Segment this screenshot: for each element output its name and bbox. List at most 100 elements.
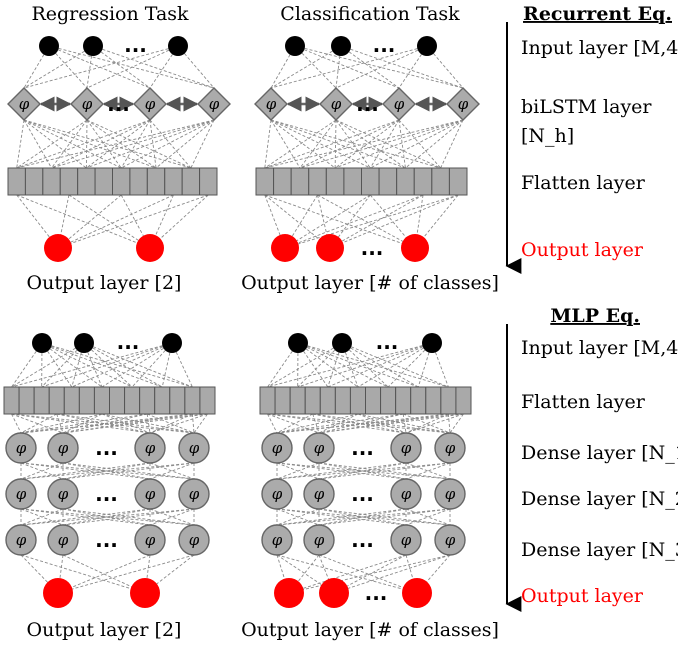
- connection-line: [83, 342, 193, 388]
- connection-line: [270, 119, 441, 169]
- phi-label: φ: [58, 485, 69, 503]
- flatten-cell: [139, 386, 156, 415]
- dense-unit: [434, 432, 466, 464]
- flatten-cell: [181, 167, 201, 196]
- connection-line: [297, 342, 433, 388]
- connection-line: [149, 119, 192, 169]
- connection-line: [267, 342, 343, 388]
- phi-label: φ: [331, 95, 342, 113]
- connection-line: [101, 413, 195, 434]
- connection-line: [23, 119, 52, 169]
- flatten-cell: [334, 386, 351, 415]
- connection-line: [276, 508, 407, 526]
- flatten-cell: [273, 167, 292, 196]
- connection-line: [276, 413, 449, 434]
- mlp-dense-layer-1-label: Dense layer [N_1]: [521, 442, 678, 464]
- ellipsis-dots: ...: [95, 436, 118, 460]
- connection-line: [299, 119, 464, 169]
- connection-line: [318, 413, 449, 434]
- flatten-cell: [154, 386, 171, 415]
- output-node: [402, 578, 432, 608]
- connection-line: [48, 45, 151, 89]
- network-nodes: ... φ φ φ φ...... φ φ φ φ......... φ φ φ φ... φ φ φ φ...…: [3, 33, 480, 608]
- mlp-regression-output-caption: Output layer [2]: [27, 619, 182, 641]
- mlp-input-layer-label: Input layer [M,4]: [521, 337, 678, 359]
- flatten-cell: [289, 386, 306, 415]
- input-node: [285, 36, 305, 56]
- flatten-cell: [410, 386, 427, 415]
- connection-line: [340, 45, 464, 89]
- connection-line: [414, 194, 424, 249]
- connection-line: [276, 413, 464, 434]
- connection-line: [267, 413, 278, 434]
- connection-line: [264, 194, 416, 249]
- input-node: [332, 333, 352, 353]
- flatten-cell: [146, 167, 166, 196]
- output-node: [44, 234, 72, 262]
- connection-line: [405, 462, 451, 480]
- connection-line: [20, 413, 208, 434]
- connection-line: [297, 342, 419, 388]
- connection-line: [294, 45, 400, 89]
- mlp-output-layer-label: Output layer: [521, 585, 644, 607]
- connection-line: [299, 119, 337, 169]
- phi-label: φ: [272, 485, 283, 503]
- connection-line: [276, 462, 407, 480]
- connection-line: [270, 119, 406, 169]
- connection-line: [23, 45, 179, 89]
- connection-line: [62, 413, 193, 434]
- flatten-cell: [349, 386, 366, 415]
- mlp-eq-heading: MLP Eq.: [550, 305, 640, 327]
- ellipsis-dots: ...: [107, 92, 130, 116]
- connection-line: [405, 119, 464, 169]
- dense-unit: [134, 524, 166, 556]
- mlp-dense-layer-3-label: Dense layer [N_3]: [521, 539, 678, 561]
- connection-line: [149, 462, 195, 480]
- flatten-cell: [380, 386, 397, 415]
- flatten-cell: [308, 167, 327, 196]
- phi-label: φ: [189, 485, 200, 503]
- connection-line: [402, 413, 407, 434]
- phi-label: φ: [445, 485, 456, 503]
- flatten-cell: [413, 167, 433, 196]
- connection-line: [41, 342, 73, 388]
- connection-line: [149, 45, 179, 89]
- input-node: [39, 36, 59, 56]
- dense-unit: [47, 524, 79, 556]
- phi-label: φ: [314, 439, 325, 457]
- connection-line: [155, 119, 215, 169]
- connection-line: [11, 342, 173, 388]
- phi-label: φ: [272, 531, 283, 549]
- connection-line: [149, 462, 195, 480]
- connection-line: [357, 413, 451, 434]
- phi-label: φ: [145, 531, 156, 549]
- lstm-unit: [319, 87, 353, 121]
- connection-line: [329, 194, 424, 249]
- connection-line: [318, 554, 418, 594]
- connection-line: [318, 554, 335, 594]
- connection-line: [20, 413, 148, 434]
- dense-unit: [261, 524, 293, 556]
- flatten-cell: [112, 167, 131, 196]
- dense-unit: [303, 478, 335, 510]
- input-node: [288, 333, 308, 353]
- connection-line: [57, 554, 195, 594]
- connection-line: [16, 119, 151, 169]
- connection-line: [284, 194, 371, 249]
- connection-line: [177, 45, 215, 89]
- connection-line: [191, 413, 195, 434]
- connection-line: [11, 413, 64, 434]
- connection-line: [48, 45, 88, 89]
- connection-line: [276, 413, 359, 434]
- connection-line: [276, 508, 451, 526]
- connection-line: [276, 554, 290, 594]
- input-node: [162, 333, 182, 353]
- connection-line: [403, 413, 451, 434]
- connection-line: [57, 194, 209, 249]
- connection-line: [447, 413, 451, 434]
- connection-line: [41, 342, 85, 388]
- connection-line: [276, 508, 407, 526]
- connection-line: [405, 508, 451, 526]
- dense-unit: [261, 478, 293, 510]
